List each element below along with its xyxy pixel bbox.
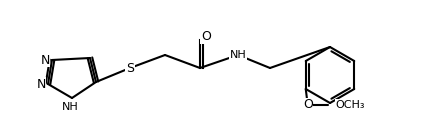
Text: S: S [126,62,134,75]
Text: NH: NH [62,102,78,112]
Text: O: O [303,99,313,112]
Text: OCH₃: OCH₃ [336,100,365,110]
Text: N: N [41,54,50,67]
Text: N: N [36,78,46,91]
Text: NH: NH [230,50,246,60]
Text: O: O [201,30,211,43]
